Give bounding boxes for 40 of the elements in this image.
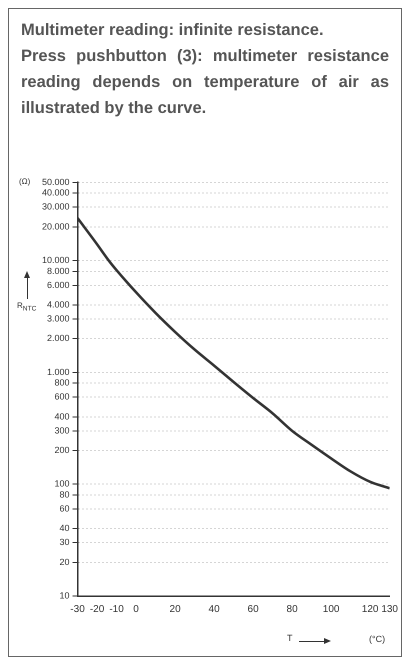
x-tick-label: 120 xyxy=(362,604,379,615)
x-tick-label: 0 xyxy=(133,604,140,615)
y-tick-label: 10.000 xyxy=(42,255,70,266)
text: (Ω) xyxy=(19,177,30,186)
y-tick-label: 30.000 xyxy=(42,202,70,212)
y-tick-label: 20.000 xyxy=(42,221,70,232)
y-tick-label: 3.000 xyxy=(46,314,70,324)
text: (°C) xyxy=(369,634,386,644)
y-tick-label: 300 xyxy=(54,425,70,436)
y-tick-label: 600 xyxy=(54,392,70,402)
x-tick-label: -20 xyxy=(90,604,105,615)
x-tick-label: 80 xyxy=(286,604,298,615)
x-tick-label: 130 xyxy=(381,604,398,615)
y-tick-label: 100 xyxy=(54,478,70,489)
chart-subtitle: Press pushbutton (3): multimeter resistance reading depends on temperature of air as illustrated by the curve. xyxy=(21,46,389,119)
y-tick-label: 80 xyxy=(60,490,70,500)
x-tick-label: 40 xyxy=(208,604,220,615)
y-tick-label: 800 xyxy=(54,378,70,388)
y-tick-label: 1.000 xyxy=(46,366,70,377)
x-axis-title: T xyxy=(287,633,292,643)
y-tick-label: 2.000 xyxy=(46,333,70,344)
y-tick-label: 8.000 xyxy=(46,266,70,276)
x-tick-label: -30 xyxy=(70,604,86,615)
y-tick-label: 20 xyxy=(60,556,70,567)
y-tick-label: 40 xyxy=(60,523,70,534)
x-tick-label: 20 xyxy=(170,604,182,615)
y-tick-label: 40.000 xyxy=(42,188,70,198)
y-tick-label: 400 xyxy=(54,411,70,422)
x-tick-label: -10 xyxy=(109,604,124,615)
y-tick-label: 6.000 xyxy=(46,280,70,290)
y-tick-label: 4.000 xyxy=(46,300,70,310)
y-tick-label: 200 xyxy=(54,445,70,456)
x-tick-label: 60 xyxy=(248,604,260,615)
chart-title: Multimeter reading: infinite resistance. xyxy=(21,20,325,41)
y-tick-label: 30 xyxy=(60,537,70,548)
y-axis-title: R$_{NTC}$ xyxy=(17,301,36,313)
y-tick-label: 10 xyxy=(60,590,70,600)
x-tick-label: 100 xyxy=(322,604,340,615)
y-tick-label: 60 xyxy=(60,503,70,514)
y-tick-label: 50.000 xyxy=(42,176,70,187)
